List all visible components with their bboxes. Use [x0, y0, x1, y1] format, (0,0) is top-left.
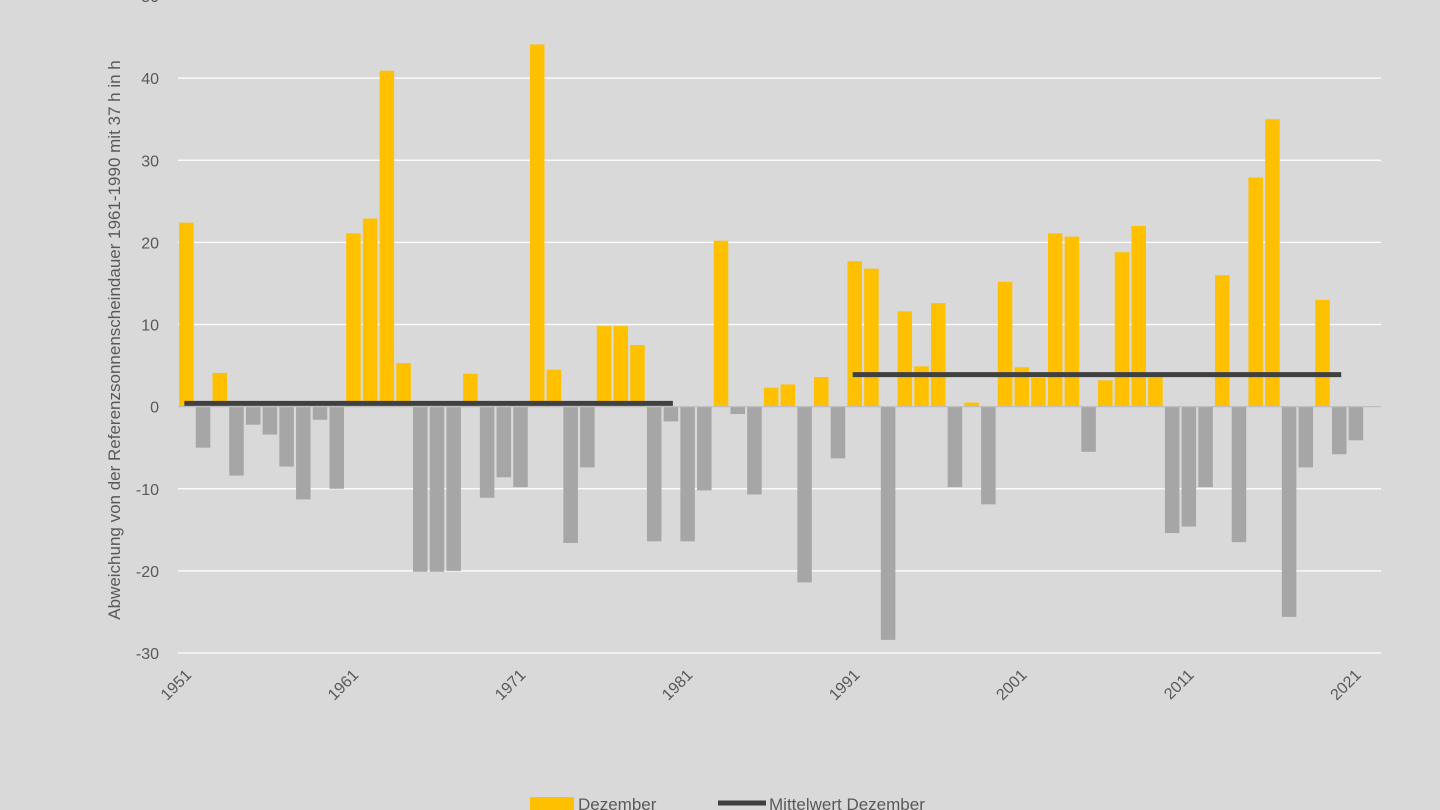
bar-2000	[997, 281, 1013, 407]
axes: -30 -20 -10 0 10 20 30 40 50 1951 1961 1971 1981 1991…	[136, 0, 1381, 704]
y-tick-label: 0	[150, 400, 159, 417]
bar-1951	[179, 222, 194, 407]
bar-1989	[814, 377, 829, 407]
y-tick-label: 10	[141, 318, 159, 335]
bar-1976	[596, 326, 612, 407]
bar-2017	[1281, 406, 1297, 617]
bar-1978	[630, 345, 645, 407]
bar-1998	[964, 402, 979, 407]
mean-lines	[184, 372, 1342, 406]
bar-2009	[1148, 377, 1163, 407]
bar-1983	[713, 240, 729, 407]
bar-1971	[513, 406, 528, 488]
bar-1985	[747, 406, 762, 495]
bar-1972	[529, 44, 545, 407]
bar-1984	[730, 406, 745, 415]
x-tick-label: 2001	[993, 667, 1030, 704]
y-tick-label: 40	[141, 71, 159, 88]
bar-2003	[1047, 233, 1063, 407]
bar-1980	[663, 406, 679, 422]
bar-2011	[1181, 406, 1197, 527]
x-tick-label: 2011	[1161, 667, 1197, 703]
bar-1964	[396, 363, 411, 407]
x-tick-label: 1961	[325, 667, 362, 704]
gridlines	[178, 77, 1381, 654]
bar-2007	[1114, 252, 1130, 407]
y-tick-label: -30	[136, 646, 159, 663]
x-tick-label: 2021	[1328, 667, 1365, 704]
bar-1963	[379, 70, 395, 407]
bar-2013	[1215, 275, 1230, 407]
y-tick-label: 30	[141, 153, 159, 170]
x-tick-label: 1951	[158, 667, 195, 704]
bar-2008	[1131, 225, 1146, 407]
bar-1981	[680, 406, 695, 542]
bar-1982	[697, 406, 712, 491]
bar-1986	[763, 387, 779, 407]
bar-2010	[1164, 406, 1180, 534]
bar-1997	[947, 406, 963, 488]
bar-1958	[296, 406, 311, 500]
bar-1970	[496, 406, 512, 478]
y-tick-label: -10	[136, 482, 159, 499]
bar-1953	[212, 372, 228, 407]
bar-1952	[195, 406, 211, 448]
bar-1987	[780, 384, 796, 407]
bar-1957	[279, 406, 294, 467]
bar-1962	[362, 218, 378, 407]
x-tick-label: 1991	[826, 667, 863, 704]
bar-2015	[1248, 177, 1263, 407]
y-tick-label: 20	[141, 235, 159, 252]
bar-2014	[1231, 406, 1247, 543]
y-tick-label: 50	[141, 0, 159, 6]
bar-1960	[329, 406, 344, 489]
bar-1979	[646, 406, 662, 542]
x-tick-label: 1981	[659, 667, 696, 704]
bar-1955	[245, 406, 261, 425]
legend-label-dezember: Dezember	[578, 795, 657, 810]
bar-2005	[1081, 406, 1096, 452]
bar-1968	[463, 373, 478, 407]
bar-1956	[262, 406, 278, 435]
bar-1991	[847, 261, 862, 407]
bar-2004	[1064, 236, 1080, 407]
bar-2021	[1348, 406, 1364, 441]
bar-1959	[312, 406, 328, 420]
legend: Dezember Mittelwert Dezember	[530, 795, 925, 810]
legend-swatch-dezember	[530, 797, 574, 810]
bar-2006	[1098, 380, 1113, 407]
bar-2012	[1198, 406, 1213, 488]
bar-2020	[1331, 406, 1347, 455]
bar-2016	[1265, 119, 1280, 407]
bar-1993	[880, 406, 896, 640]
bar-1967	[446, 406, 461, 571]
bar-2002	[1031, 377, 1046, 407]
bar-1975	[580, 406, 595, 468]
bar-1977	[613, 326, 629, 407]
bar-1966	[429, 406, 445, 572]
bar-1974	[563, 406, 578, 543]
bar-1965	[413, 406, 428, 572]
bar-1988	[797, 406, 812, 583]
bar-1969	[479, 406, 495, 498]
y-axis-label: Abweichung von der Referenzsonnenscheind…	[105, 60, 124, 620]
bar-1996	[930, 303, 946, 407]
x-tick-label: 1971	[492, 667, 529, 704]
bar-1973	[546, 369, 562, 407]
legend-label-mittelwert: Mittelwert Dezember	[769, 795, 925, 810]
bar-1961	[346, 233, 361, 407]
y-tick-label: -20	[136, 564, 159, 581]
bar-2019	[1315, 299, 1330, 407]
bar-2018	[1298, 406, 1314, 468]
bar-1954	[229, 406, 244, 476]
bar-1994	[897, 311, 913, 407]
bar-1992	[864, 268, 879, 407]
bar-1999	[981, 406, 996, 505]
bar-1990	[830, 406, 846, 459]
bars	[179, 44, 1364, 640]
